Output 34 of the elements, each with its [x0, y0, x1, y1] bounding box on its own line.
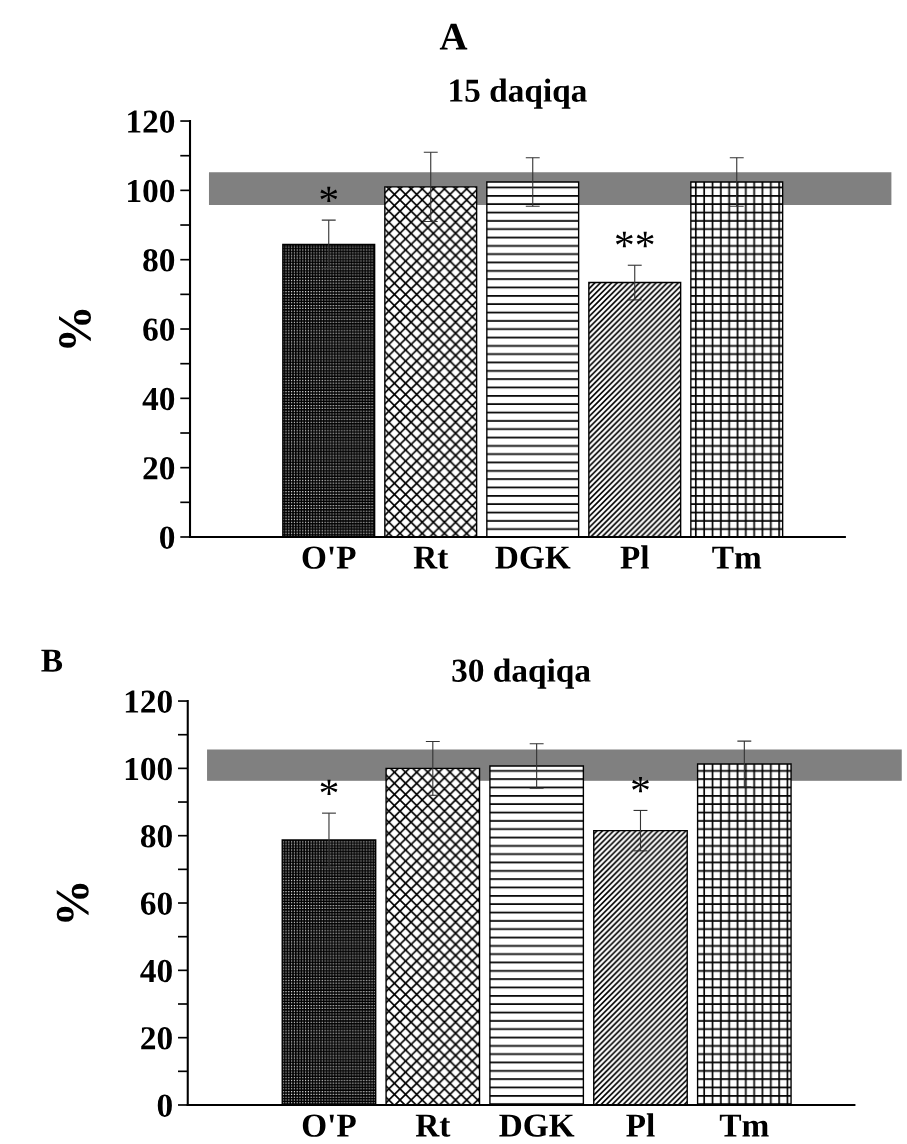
y-axis-title: %	[56, 883, 89, 922]
x-tick-label: Rt	[415, 1114, 451, 1137]
chart-title: 15 daqiqa	[450, 78, 587, 109]
y-tick-label: 20	[143, 457, 175, 480]
annotation: *	[320, 186, 338, 203]
chart-title: 30 daqiqa	[452, 658, 591, 689]
text: A	[439, 23, 468, 50]
x-tick-label: Pl	[626, 1113, 655, 1137]
y-tick-label: 0	[157, 1094, 172, 1117]
x-tick-label: DGK	[495, 546, 571, 569]
y-tick-label: 60	[143, 318, 175, 341]
y-tick-label: 60	[140, 892, 172, 915]
y-axis-title: %	[58, 309, 91, 348]
x-tick-label: Tm	[719, 1114, 769, 1137]
y-tick-label: 80	[143, 249, 175, 272]
y-tick-label: 120	[125, 690, 172, 713]
y-tick-label: 120	[128, 110, 175, 133]
x-tick-label: DGK	[499, 1114, 575, 1137]
y-tick-label: 80	[140, 825, 172, 848]
x-tick-label: Pl	[620, 545, 649, 569]
y-tick-label: 100	[125, 757, 172, 781]
y-tick-label: 40	[142, 387, 175, 411]
x-tick-label: Tm	[712, 546, 762, 569]
y-tick-label: 0	[160, 526, 175, 549]
x-tick-label: O'P	[302, 1114, 356, 1137]
y-tick-label: 20	[141, 1027, 172, 1050]
y-tick-label: 100	[128, 179, 175, 203]
y-tick-label: 40	[140, 959, 172, 983]
x-tick-label: Rt	[413, 546, 449, 569]
annotation: *	[632, 777, 649, 793]
text: B	[41, 649, 63, 672]
x-tick-label: O'P	[302, 546, 356, 569]
annotation: **	[615, 231, 654, 248]
annotation: *	[320, 779, 338, 796]
